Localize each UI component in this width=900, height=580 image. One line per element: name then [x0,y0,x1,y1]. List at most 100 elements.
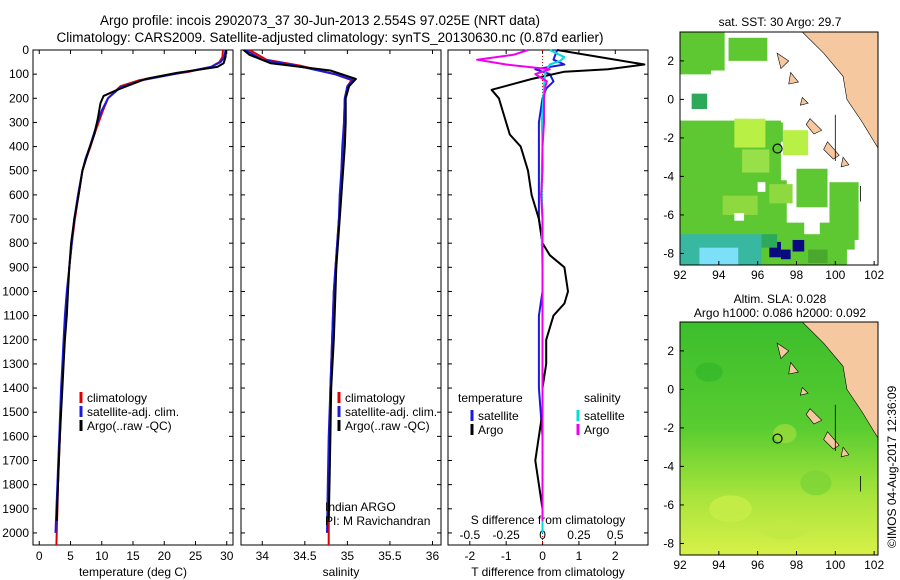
land-sumatra [801,32,878,149]
depth-tick-label: 1700 [2,453,29,467]
x-tick-label: 100 [825,558,845,572]
y-tick-label: -6 [663,208,674,222]
x-tick-label: 0 [539,549,546,563]
land-island [776,342,790,360]
sst-cell [782,130,809,156]
depth-tick-label: 1000 [2,284,29,298]
panel-temperature: 0 5 10 15 20 25 30 temperature (deg C) climatolo… [32,49,234,579]
sst-cell [808,249,828,264]
land-sumatra [801,322,878,439]
depth-tick-label: 1600 [2,429,29,443]
x-tick-label: 94 [712,268,726,282]
depth-tick-label: 500 [9,164,29,178]
x-tick-label: 34.5 [293,549,317,563]
x-top-tick-label: -0.25 [493,528,521,542]
depth-tick-label: 700 [9,212,29,226]
y-tick-label: -4 [663,169,674,183]
depth-tick-label: 200 [9,91,29,105]
depth-tick-label: 300 [9,115,29,129]
land-island [799,96,809,106]
sla-patch [800,470,832,496]
x-tick-label: 98 [790,268,804,282]
land-island [840,446,850,458]
x-top-axis-label: S difference from climatology [471,513,626,527]
x-tick-label: 35 [341,549,355,563]
map-top-title: sat. SST: 30 Argo: 29.7 [718,15,842,29]
legend-title: salinity [584,391,621,405]
sst-cell [728,37,768,61]
x-tick-label: 20 [158,549,172,563]
land-island [840,156,850,168]
land-island [799,386,809,396]
y-tick-label: -8 [663,536,674,550]
sla-patch [773,424,797,444]
depth-tick-label: 1300 [2,357,29,371]
sla-patch [695,362,723,382]
x-tick-label: 1 [576,549,583,563]
x-tick-label: 25 [189,549,203,563]
x-tick-label: 102 [864,268,884,282]
sst-missing [757,182,766,192]
y-tick-label: -2 [663,131,674,145]
land-island [788,71,799,85]
x-axis-label: temperature (deg C) [79,565,187,579]
depth-tick-label: 1900 [2,502,29,516]
depth-tick-label: 1500 [2,405,29,419]
sst-missing [747,110,760,119]
x-tick-label: -1 [501,549,512,563]
sla-patch [709,495,752,523]
depth-tick-label: 800 [9,236,29,250]
sst-cell [831,234,855,250]
x-tick-label: 35.5 [378,549,402,563]
legend-label: Argo [478,423,504,437]
panel-frame [32,49,234,546]
legend-title: temperature [458,391,523,405]
x-tick-label: 5 [67,549,74,563]
sst-missing [804,218,820,235]
map-content [680,322,878,555]
y-tick-label: -4 [663,459,674,473]
map-top: 92 94 96 98 100 102 2 0 -2 -4 -6 -8 [663,31,884,282]
sst-missing [711,70,727,83]
legend-label: climatology [345,391,405,405]
legend-label: Argo [584,423,610,437]
legend-label: satellite [478,409,519,423]
x-tick-label: 92 [673,558,687,572]
argo-location-marker [772,143,783,154]
sst-missing [734,213,745,221]
map-content [680,32,878,265]
sst-cell [769,184,793,204]
x-tick-label: 0 [36,549,43,563]
x-tick-label: 102 [864,558,884,572]
map-frame [679,321,879,556]
sst-cell [680,32,725,75]
x-axis-label: T difference from climatology [471,565,625,579]
x-tick-label: 15 [126,549,140,563]
land-island [788,361,799,375]
map-frame [679,31,879,266]
legend-label: Argo(..raw -QC) [345,419,430,433]
land-island [805,408,823,425]
sst-cell [691,93,708,110]
depth-tick-label: 1200 [2,333,29,347]
x-tick-label: 30 [220,549,234,563]
sst-cell [769,241,781,258]
x-axis-label: salinity [323,565,360,579]
sst-cell [767,122,783,142]
sst-cell [796,168,828,208]
panel-frame [447,49,649,546]
x-tick-label: 36 [426,549,440,563]
x-tick-label: 10 [95,549,109,563]
sst-cell [780,249,791,260]
series-line [476,49,551,521]
depth-tick-label: 2000 [2,526,29,540]
depth-tick-label: 1400 [2,381,29,395]
x-top-tick-label: 0 [539,528,546,542]
y-tick-label: 0 [667,382,674,396]
y-tick-label: -8 [663,246,674,260]
panel-salinity: 34 34.5 35 35.5 36 salinity climatologysatelli… [240,49,442,579]
x-tick-label: 94 [712,558,726,572]
y-tick-label: -6 [663,498,674,512]
x-top-tick-label: 0.5 [607,528,624,542]
